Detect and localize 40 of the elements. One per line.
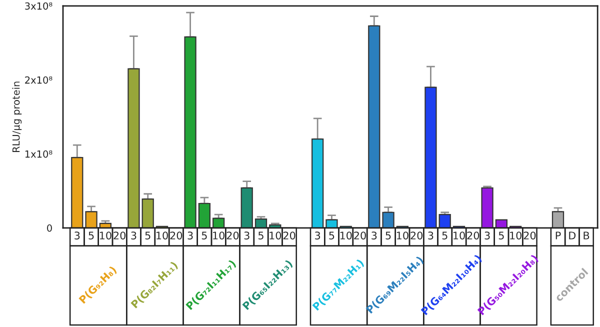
x-tick-label: 10 [270, 232, 282, 240]
x-tick-label: 5 [145, 232, 150, 240]
x-tick-label: 5 [258, 232, 264, 240]
x-tick-label: 10 [510, 232, 522, 240]
x-tick-label: 5 [498, 232, 504, 240]
x-tick-label: 3 [131, 232, 136, 240]
x-tick-label: 20 [170, 232, 182, 240]
x-tick-label: 20 [467, 232, 480, 240]
x-tick-label: 10 [454, 232, 465, 240]
x-tick-label: 5 [329, 232, 334, 240]
x-tick-label: D [569, 232, 576, 240]
x-tick-label: 5 [88, 232, 94, 240]
x-tick-label: 20 [226, 232, 239, 240]
x-tick-label: 3 [315, 232, 320, 240]
x-tick-label: 10 [396, 232, 408, 240]
x-tick-label: 5 [386, 232, 391, 240]
x-tick-label: 3 [74, 232, 80, 240]
x-tick-label: 3 [484, 232, 490, 240]
y-tick-label: 0 [47, 224, 52, 232]
y-tick-label: 1x10⁸ [25, 150, 52, 158]
x-tick-label: 3 [188, 232, 193, 240]
y-tick-label: 3x10⁸ [25, 2, 52, 10]
x-tick-label: 10 [100, 232, 112, 240]
x-tick-label: 3 [244, 232, 250, 240]
x-tick-label: B [584, 232, 590, 240]
x-tick-label: 20 [283, 232, 296, 240]
x-tick-label: 10 [213, 232, 225, 240]
y-axis-title: RLU/μg protein [12, 82, 22, 152]
x-tick-label: 5 [442, 232, 448, 240]
x-tick-label: 20 [354, 232, 366, 240]
x-tick-label: 10 [156, 232, 168, 240]
x-tick-label: 20 [114, 232, 126, 240]
y-tick-label: 2x10⁸ [25, 76, 52, 84]
x-tick-label: 5 [202, 232, 207, 240]
x-tick-label: 20 [524, 232, 536, 240]
x-tick-label: 3 [428, 232, 434, 240]
x-tick-label: 3 [372, 232, 377, 240]
x-tick-label: P [556, 232, 561, 240]
x-tick-label: 10 [340, 232, 352, 240]
x-tick-label: 20 [410, 232, 423, 240]
